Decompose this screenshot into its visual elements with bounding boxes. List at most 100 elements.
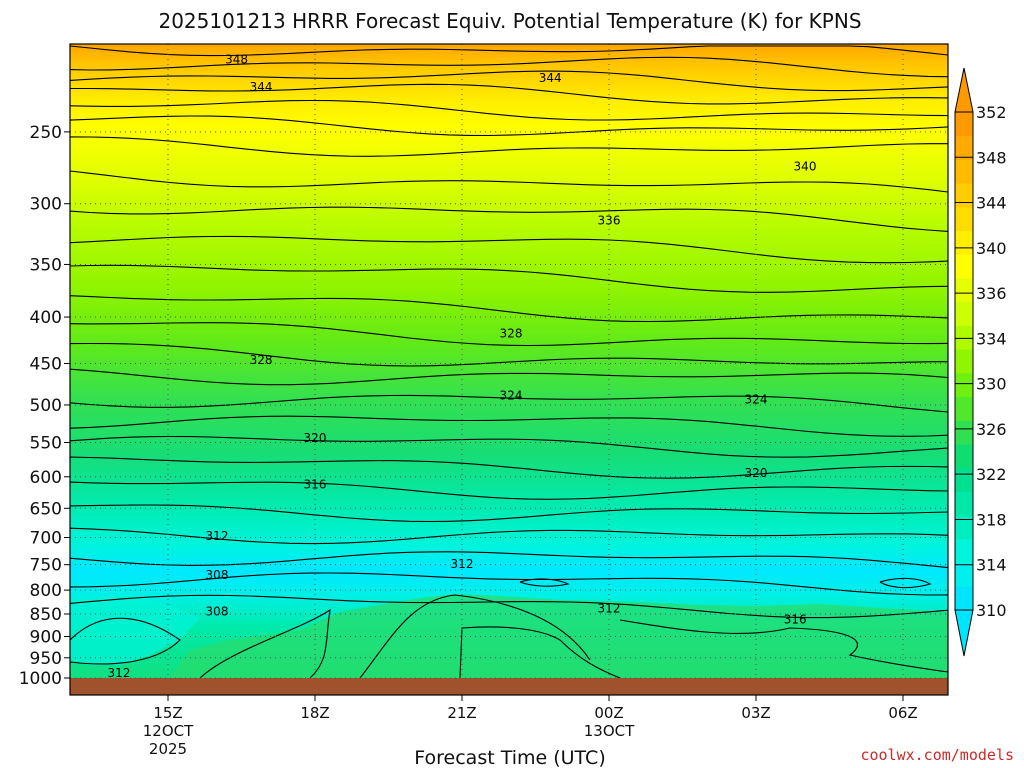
y-tick-label: 350: [30, 255, 62, 275]
contour-label: 348: [225, 52, 248, 66]
contour-label: 312: [598, 601, 621, 615]
y-tick-label: 950: [30, 649, 62, 669]
colorbar-label: 348: [976, 148, 1007, 167]
contour-line: [69, 322, 949, 347]
y-tick-label: 750: [30, 556, 62, 576]
y-tick-label: 500: [30, 396, 62, 416]
contour-line: [69, 481, 949, 500]
x-axis-label: Forecast Time (UTC): [414, 747, 605, 768]
colorbar-segment: [955, 135, 973, 160]
ground-terrain: [70, 678, 948, 695]
contour-line: [69, 206, 949, 232]
colorbar-segment: [955, 183, 973, 208]
contour-label: 312: [108, 666, 131, 680]
contour-label: 324: [745, 392, 768, 406]
contour-line: [69, 45, 949, 57]
contour-label: 316: [304, 478, 327, 492]
contour-line: [70, 83, 949, 105]
colorbar-segment: [955, 112, 973, 137]
contour-label: 320: [745, 466, 768, 480]
y-axis: 2503003504004505005506006507007508008509…: [19, 123, 70, 689]
colorbar-segment: [955, 301, 973, 326]
colorbar-label: 344: [976, 194, 1007, 213]
contour-line: [69, 551, 949, 569]
contour-label: 344: [250, 80, 273, 94]
contour-line: [69, 99, 949, 121]
colorbar-label: 314: [976, 556, 1007, 575]
colorbar-segment: [955, 159, 973, 184]
theta-e-field: [70, 44, 948, 678]
colorbar-segment: [955, 254, 973, 279]
chart-title: 2025101213 HRRR Forecast Equiv. Potentia…: [158, 9, 861, 33]
colorbar-segment: [955, 491, 973, 516]
plot-frame: [69, 43, 949, 696]
contour-line: [69, 415, 949, 437]
y-tick-label: 450: [30, 354, 62, 374]
colorbar-segment: [955, 444, 973, 469]
colorbar: 310 314 318 322 326 330 334 336 340 344 348 352: [954, 67, 1007, 657]
colorbar-segment: [955, 562, 973, 587]
y-tick-label: 400: [30, 308, 62, 328]
contour-line: [69, 115, 949, 137]
colorbar-segment: [955, 586, 973, 611]
colorbar-segment: [955, 538, 973, 564]
y-tick-label: 800: [30, 581, 62, 601]
y-tick-label: 700: [30, 528, 62, 548]
contour-line: [69, 368, 949, 386]
contour-line: [69, 136, 948, 157]
colorbar-label: 326: [976, 420, 1007, 439]
colorbar-segment: [955, 396, 973, 421]
colorbar-label: 352: [976, 103, 1007, 122]
contour-line: [619, 619, 949, 673]
contour-line: [519, 578, 570, 587]
x-tick-label: 18Z: [300, 704, 329, 722]
colorbar-bottom-arrow: [954, 609, 974, 657]
y-tick-label: 1000: [19, 669, 62, 689]
contour-line: [359, 594, 591, 679]
colorbar-segment: [955, 230, 973, 255]
contour-label: 308: [206, 605, 229, 619]
credit-text: coolwx.com/models: [860, 746, 1014, 764]
contour-line: [69, 70, 949, 92]
contour-line: [879, 577, 932, 589]
contour-label: 312: [451, 557, 474, 571]
contour-line: [199, 608, 331, 679]
colorbar-segment: [955, 349, 973, 374]
colorbar-top-arrow: [954, 67, 974, 113]
contour-line: [69, 235, 949, 264]
contour-line: [69, 617, 181, 665]
colorbar-label: 336: [976, 284, 1007, 303]
y-tick-label: 550: [30, 433, 62, 453]
x-tick-label: 21Z: [447, 704, 476, 722]
x-tick-label: 15Z: [153, 704, 182, 722]
contour-line: [69, 394, 949, 413]
contour-line: [69, 572, 949, 596]
contour-label: 340: [794, 160, 817, 174]
contour-line: [69, 435, 949, 458]
colorbar-label: 318: [976, 510, 1007, 529]
contour-label: 316: [784, 613, 807, 627]
grid-lines: [70, 44, 948, 679]
y-tick-label: 300: [30, 195, 62, 215]
y-tick-label: 900: [30, 627, 62, 647]
x-tick-label: 03Z: [741, 704, 770, 722]
colorbar-label: 322: [976, 465, 1007, 484]
colorbar-label: 334: [976, 329, 1007, 348]
low-level-cool-pocket: [70, 595, 200, 665]
colorbar-label: 340: [976, 239, 1007, 258]
colorbar-segment: [955, 420, 973, 445]
contour-label: 308: [206, 568, 229, 582]
y-tick-label: 650: [30, 499, 62, 519]
contour-label: 344: [539, 71, 562, 85]
x-tick-label: 00Z: [594, 704, 623, 722]
y-tick-label: 250: [30, 123, 62, 143]
x-tick-year: 2025: [149, 740, 187, 758]
x-tick-date: 12OCT: [143, 722, 194, 740]
contour-label: 324: [500, 388, 523, 402]
y-tick-label: 600: [30, 468, 62, 488]
contour-line: [69, 527, 949, 545]
contour-line: [69, 594, 949, 619]
contour-line: [69, 295, 949, 323]
